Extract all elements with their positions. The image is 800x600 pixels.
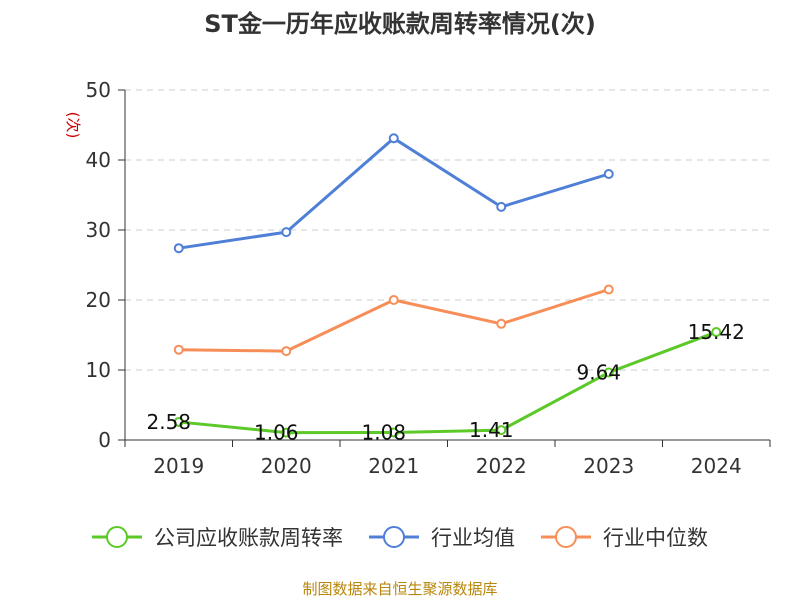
data-point — [603, 284, 614, 295]
legend: 公司应收账款周转率 行业均值 行业中位数 — [92, 526, 708, 550]
axes: 0 10 20 30 40 50 2019 2020 2021 2022 2023 2024 — [86, 78, 771, 478]
data-point — [388, 295, 399, 305]
y-tick-label: 30 — [86, 218, 111, 242]
data-point — [173, 243, 184, 254]
data-point — [496, 318, 507, 329]
series-line — [178, 330, 717, 435]
chart-title: ST金一历年应收账款周转率情况(次) — [204, 10, 596, 38]
data-label: 15.42 — [688, 320, 745, 344]
data-point — [281, 346, 292, 357]
x-tick-label: 2019 — [153, 454, 204, 478]
series-line — [178, 136, 610, 250]
y-tick-label: 50 — [86, 78, 111, 102]
x-tick-label: 2022 — [476, 454, 527, 478]
y-tick-label: 20 — [86, 288, 111, 312]
legend-marker-icon — [555, 526, 577, 548]
data-label: 1.06 — [254, 421, 299, 445]
data-point — [388, 427, 399, 438]
data-point — [603, 169, 614, 179]
data-labels: 2.58 1.06 1.08 1.41 9.64 15.42 — [146, 320, 744, 445]
x-tick-label: 2021 — [368, 454, 419, 478]
source-note: 制图数据来自恒生聚源数据库 — [302, 580, 497, 598]
y-axis-unit-label: (次) — [64, 112, 82, 139]
data-label: 1.41 — [469, 418, 514, 442]
data-point — [711, 327, 722, 338]
data-point — [173, 416, 184, 427]
data-label: 2.58 — [146, 410, 191, 434]
legend-label: 公司应收账款周转率 — [154, 526, 343, 550]
y-tick-label: 0 — [98, 428, 111, 452]
data-point — [496, 425, 507, 436]
data-label: 9.64 — [576, 361, 621, 385]
legend-label: 行业中位数 — [603, 526, 708, 550]
x-tick-label: 2024 — [691, 454, 742, 478]
y-tick-label: 10 — [86, 358, 111, 382]
data-point — [496, 201, 507, 212]
data-label: 1.08 — [361, 420, 406, 444]
grid-lines — [125, 89, 770, 371]
data-point — [603, 367, 614, 378]
legend-marker-icon — [106, 526, 128, 548]
legend-label: 行业均值 — [431, 526, 515, 550]
x-tick-label: 2020 — [261, 454, 312, 478]
data-point — [173, 344, 184, 355]
data-point — [281, 227, 292, 238]
data-point — [388, 133, 399, 144]
data-point — [281, 427, 292, 438]
x-tick-label: 2023 — [583, 454, 634, 478]
y-tick-label: 40 — [86, 148, 111, 172]
series-lines — [173, 133, 722, 438]
legend-marker-icon — [383, 526, 405, 548]
